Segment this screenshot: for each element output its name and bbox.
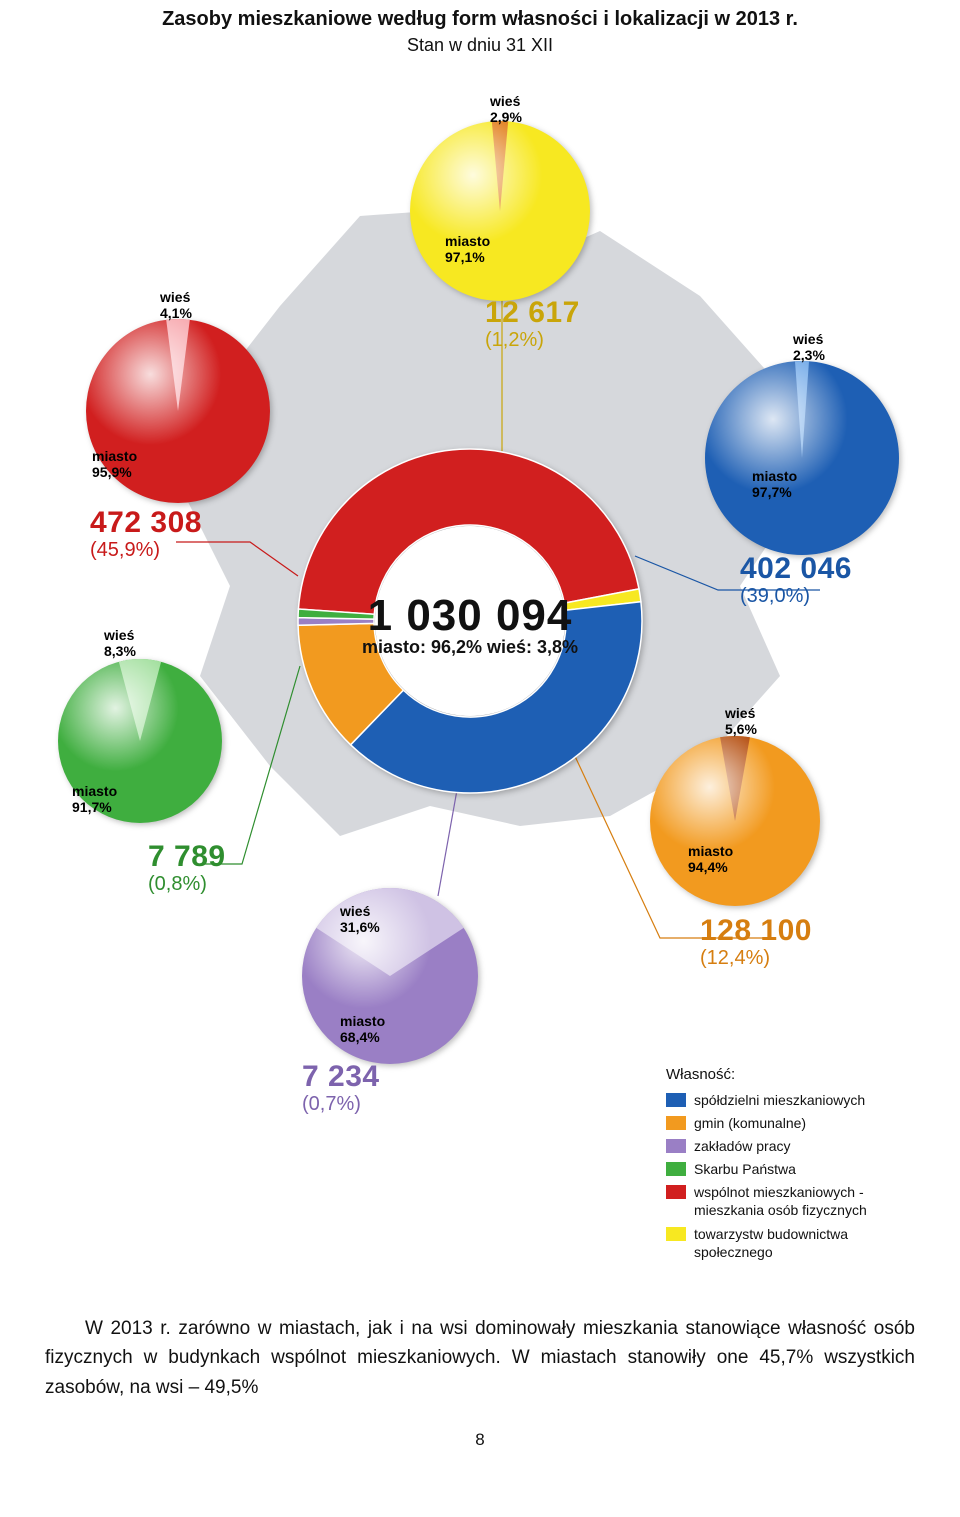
legend-swatch (666, 1185, 686, 1199)
legend-swatch (666, 1139, 686, 1153)
pie-purple-gloss (302, 888, 478, 1064)
pie-purple-miasto-label: miasto (340, 1013, 385, 1029)
legend-swatch (666, 1227, 686, 1241)
pie-green-wies-val: 8,3% (104, 643, 136, 659)
pie-blue-miasto-label: miasto (752, 468, 797, 484)
pie-blue-wies-val: 2,3% (793, 347, 825, 363)
legend-label: wspólnot mieszkaniowych - mieszkania osó… (694, 1183, 926, 1219)
pie-orange-miasto-val: 94,4% (688, 859, 728, 875)
callout-num-yellow: 12 617 (485, 296, 580, 329)
legend-row: gmin (komunalne) (666, 1114, 926, 1132)
legend-row: wspólnot mieszkaniowych - mieszkania osó… (666, 1183, 926, 1219)
callout-pct-yellow: (1,2%) (485, 329, 544, 351)
legend-swatch (666, 1162, 686, 1176)
legend-label: Skarbu Państwa (694, 1160, 796, 1178)
callout-pct-red: (45,9%) (90, 539, 160, 561)
pie-red-miasto-label: miasto (92, 448, 137, 464)
pie-green-miasto-label: miasto (72, 783, 117, 799)
legend-row: spółdzielni mieszkaniowych (666, 1091, 926, 1109)
center-total-block: 1 030 094 miasto: 96,2% wieś: 3,8% (340, 591, 600, 658)
pie-red-wies-val: 4,1% (160, 305, 192, 321)
legend-row: Skarbu Państwa (666, 1160, 926, 1178)
pie-yellow-miasto-val: 97,1% (445, 249, 485, 265)
page-subtitle: Stan w dniu 31 XII (0, 35, 960, 56)
page-title: Zasoby mieszkaniowe według form własnośc… (0, 8, 960, 31)
legend-label: gmin (komunalne) (694, 1114, 806, 1132)
legend-swatch (666, 1093, 686, 1107)
infographic-canvas: miasto97,1%wieś2,9%12 617(1,2%)miasto95,… (0, 66, 960, 1296)
pie-red-wies-label: wieś (159, 289, 191, 305)
small-pie-yellow (410, 121, 590, 301)
pie-yellow-gloss (410, 121, 590, 301)
small-pie-orange (650, 736, 820, 906)
callout-pct-blue: (39,0%) (740, 585, 810, 607)
pie-red-miasto-val: 95,9% (92, 464, 132, 480)
pie-purple-wies-val: 31,6% (340, 919, 380, 935)
callout-pct-green: (0,8%) (148, 873, 207, 895)
callout-pct-purple: (0,7%) (302, 1093, 361, 1115)
callout-num-blue: 402 046 (740, 552, 852, 585)
small-pie-purple (302, 888, 478, 1064)
legend-swatch (666, 1116, 686, 1130)
pie-blue-gloss (705, 361, 899, 555)
center-total: 1 030 094 (340, 591, 600, 641)
pie-yellow-wies-label: wieś (489, 93, 521, 109)
pie-yellow-wies-val: 2,9% (490, 109, 522, 125)
legend-label: zakładów pracy (694, 1137, 791, 1155)
callout-pct-orange: (12,4%) (700, 947, 770, 969)
callout-num-green: 7 789 (148, 840, 226, 873)
legend-title: Własność: (666, 1065, 926, 1085)
callout-num-red: 472 308 (90, 506, 202, 539)
pie-green-miasto-val: 91,7% (72, 799, 112, 815)
center-sub: miasto: 96,2% wieś: 3,8% (340, 637, 600, 658)
legend: Własność: spółdzielni mieszkaniowych gmin… (666, 1065, 926, 1266)
pie-orange-miasto-label: miasto (688, 843, 733, 859)
pie-orange-gloss (650, 736, 820, 906)
small-pie-blue (705, 361, 899, 555)
legend-label: spółdzielni mieszkaniowych (694, 1091, 865, 1109)
pie-orange-wies-val: 5,6% (725, 721, 757, 737)
page: Zasoby mieszkaniowe według form własnośc… (0, 8, 960, 1462)
legend-row: zakładów pracy (666, 1137, 926, 1155)
body-paragraph: W 2013 r. zarówno w miastach, jak i na w… (45, 1314, 915, 1402)
callout-num-orange: 128 100 (700, 914, 812, 947)
body-text: W 2013 r. zarówno w miastach, jak i na w… (45, 1318, 915, 1398)
pie-purple-wies-label: wieś (339, 903, 371, 919)
pie-yellow-miasto-label: miasto (445, 233, 490, 249)
legend-label: towarzystw budownictwa społecznego (694, 1225, 926, 1261)
pie-blue-miasto-val: 97,7% (752, 484, 792, 500)
pie-orange-wies-label: wieś (724, 705, 756, 721)
callout-num-purple: 7 234 (302, 1060, 380, 1093)
pie-green-wies-label: wieś (103, 627, 135, 643)
pie-blue-wies-label: wieś (792, 331, 824, 347)
legend-row: towarzystw budownictwa społecznego (666, 1225, 926, 1261)
page-number: 8 (0, 1430, 960, 1462)
pie-purple-miasto-val: 68,4% (340, 1029, 380, 1045)
